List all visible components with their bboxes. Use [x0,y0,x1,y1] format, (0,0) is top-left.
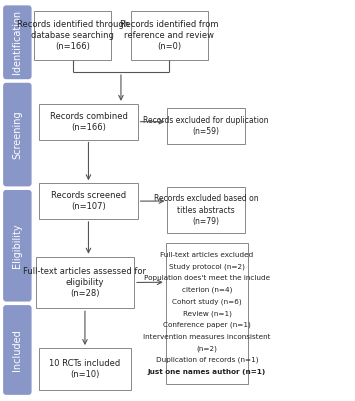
Text: Conference paper (n=1): Conference paper (n=1) [163,322,251,328]
FancyBboxPatch shape [3,83,32,186]
Text: 10 RCTs included
(n=10): 10 RCTs included (n=10) [49,359,121,379]
Text: Identification: Identification [12,10,22,74]
Text: Full-text articles assessed for
eligibility
(n=28): Full-text articles assessed for eligibil… [23,267,147,298]
Text: Duplication of records (n=1): Duplication of records (n=1) [156,357,258,363]
FancyBboxPatch shape [39,104,138,140]
Text: Eligibility: Eligibility [12,223,22,268]
Text: Records excluded for duplication
(n=59): Records excluded for duplication (n=59) [143,115,269,136]
Text: Just one names author (n=1): Just one names author (n=1) [148,369,266,375]
FancyBboxPatch shape [36,257,134,308]
Text: Records identified from
reference and review
(n=0): Records identified from reference and re… [120,20,218,51]
FancyBboxPatch shape [34,10,111,60]
Text: Records excluded based on
titles abstracts
(n=79): Records excluded based on titles abstrac… [154,194,258,226]
FancyBboxPatch shape [39,183,138,219]
Text: Cohort study (n=6): Cohort study (n=6) [172,298,242,305]
Text: Intervention measures inconsistent: Intervention measures inconsistent [143,334,271,340]
Text: Included: Included [12,329,22,371]
FancyBboxPatch shape [168,187,245,233]
FancyBboxPatch shape [168,108,245,144]
FancyBboxPatch shape [166,243,248,384]
Text: (n=2): (n=2) [197,345,217,352]
Text: Records combined
(n=166): Records combined (n=166) [50,111,127,132]
Text: Review (n=1): Review (n=1) [182,310,231,316]
Text: Records screened
(n=107): Records screened (n=107) [51,191,126,211]
FancyBboxPatch shape [131,10,208,60]
FancyBboxPatch shape [3,305,32,395]
Text: citerion (n=4): citerion (n=4) [182,286,232,293]
FancyBboxPatch shape [3,190,32,302]
FancyBboxPatch shape [3,5,32,79]
FancyBboxPatch shape [39,348,131,390]
Text: Full-text articles excluded: Full-text articles excluded [160,251,253,257]
Text: Study protocol (n=2): Study protocol (n=2) [169,263,245,269]
Text: Records identified through
database searching
(n=166): Records identified through database sear… [17,20,129,51]
Text: Population does't meet the include: Population does't meet the include [144,275,270,281]
Text: Screening: Screening [12,110,22,159]
